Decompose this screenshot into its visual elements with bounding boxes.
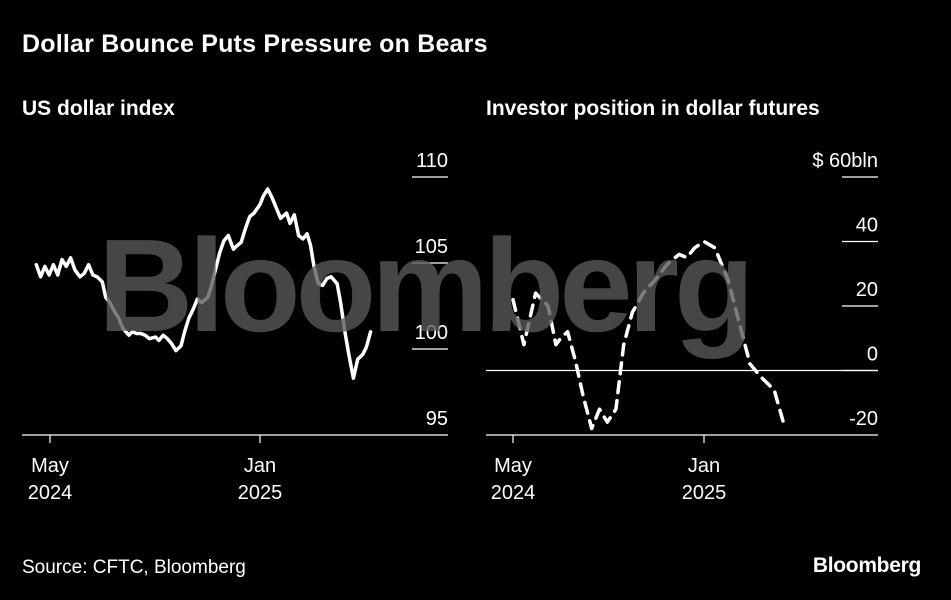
x-tick-year: 2024 — [491, 482, 536, 504]
y-tick-label: $ 60bln — [812, 150, 878, 172]
dollar-index-chart: 110 105 100 95 May 2024 Jan 2025 — [22, 150, 448, 504]
x-tick-month: Jan — [688, 455, 720, 477]
y-tick-label: -20 — [849, 408, 878, 430]
right-chart-title: Investor position in dollar futures — [486, 97, 820, 120]
y-tick-label: 20 — [856, 279, 878, 301]
page-title: Dollar Bounce Puts Pressure on Bears — [22, 30, 488, 58]
x-tick-month: May — [494, 455, 532, 477]
x-tick-month: Jan — [244, 455, 276, 477]
dollar-index-line — [34, 187, 373, 380]
source-note: Source: CFTC, Bloomberg — [22, 557, 246, 578]
futures-position-line — [511, 239, 787, 431]
bloomberg-logo: Bloomberg — [812, 554, 921, 577]
y-tick-label: 95 — [426, 408, 448, 430]
left-chart-title: US dollar index — [22, 97, 175, 120]
y-tick-label: 110 — [416, 150, 448, 172]
y-tick-label: 100 — [415, 322, 448, 344]
x-tick-year: 2025 — [682, 482, 727, 504]
x-tick-year: 2024 — [28, 482, 73, 504]
x-tick-year: 2025 — [238, 482, 283, 504]
futures-position-chart: $ 60bln 40 20 0 -20 May 2024 Jan 2025 — [486, 150, 878, 504]
y-tick-label: 0 — [867, 344, 878, 366]
x-tick-month: May — [31, 455, 69, 477]
y-tick-label: 40 — [856, 215, 878, 237]
y-tick-label: 105 — [415, 236, 448, 258]
